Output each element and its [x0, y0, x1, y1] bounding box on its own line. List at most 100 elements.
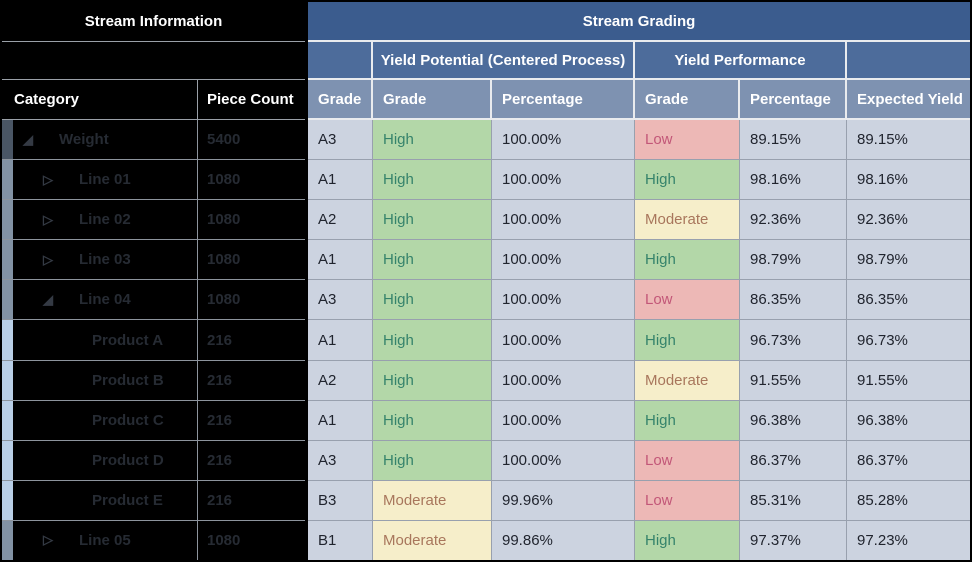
- yield-performance-percentage-cell: 97.37%: [740, 520, 847, 560]
- tree-row-product-d[interactable]: Product D 216: [2, 440, 305, 481]
- piece-count-value: 5400: [207, 131, 241, 149]
- stream-information-title: Stream Information: [2, 2, 305, 42]
- row-level-indicator: [2, 360, 13, 400]
- category-cell: Product B: [13, 360, 198, 400]
- table-row: B3 Moderate 99.96% Low 85.31% 85.28%: [308, 480, 970, 521]
- yield-performance-percentage-cell: 86.37%: [740, 440, 847, 480]
- tree-row-line-04[interactable]: ◢ Line 04 1080: [2, 280, 305, 321]
- yield-performance-grade-cell: High: [635, 400, 740, 440]
- tree-toggle-collapsed-icon[interactable]: ▷: [43, 211, 53, 227]
- yield-performance-grade-cell: High: [635, 240, 740, 280]
- table-row: A2 High 100.00% Moderate 91.55% 91.55%: [308, 360, 970, 401]
- category-column-header: Category: [2, 80, 198, 119]
- yield-potential-percentage-cell: 100.00%: [492, 160, 635, 200]
- yield-potential-percentage-cell: 100.00%: [492, 200, 635, 240]
- table-row: A3 High 100.00% Low 89.15% 89.15%: [308, 120, 970, 161]
- row-level-indicator: [2, 520, 13, 560]
- expected-yield-cell: 86.37%: [847, 440, 970, 480]
- category-cell: ▷ Line 02: [13, 200, 198, 240]
- yield-potential-grade-cell: High: [373, 120, 492, 160]
- piece-count-value: 1080: [207, 291, 241, 309]
- yield-performance-grade-cell: High: [635, 520, 740, 560]
- table-row: A1 High 100.00% High 96.38% 96.38%: [308, 400, 970, 441]
- grade-cell: A1: [308, 160, 373, 200]
- yield-potential-percentage-column-header: Percentage: [492, 80, 635, 118]
- tree-toggle-collapsed-icon[interactable]: ▷: [43, 171, 53, 187]
- yield-potential-percentage-cell: 100.00%: [492, 280, 635, 320]
- yield-performance-percentage-cell: 91.55%: [740, 360, 847, 400]
- row-level-indicator: [2, 240, 13, 280]
- yield-performance-grade-cell: Low: [635, 280, 740, 320]
- yield-performance-percentage-cell: 98.79%: [740, 240, 847, 280]
- table-row: A3 High 100.00% Low 86.37% 86.37%: [308, 440, 970, 481]
- tree-row-product-e[interactable]: Product E 216: [2, 480, 305, 521]
- expected-yield-cell: 91.55%: [847, 360, 970, 400]
- tree-row-product-b[interactable]: Product B 216: [2, 360, 305, 401]
- yield-potential-grade-cell: High: [373, 320, 492, 360]
- tree-row-product-c[interactable]: Product C 216: [2, 400, 305, 441]
- row-level-indicator: [2, 120, 13, 160]
- tree-row-weight[interactable]: ◢ Weight 5400: [2, 120, 305, 161]
- tree-row-line-02[interactable]: ▷ Line 02 1080: [2, 200, 305, 241]
- stream-grading-column-headers: Grade Grade Percentage Grade Percentage …: [308, 80, 970, 120]
- yield-potential-grade-cell: High: [373, 280, 492, 320]
- stream-information-subheader-spacer: [2, 42, 305, 80]
- yield-performance-percentage-cell: 92.36%: [740, 200, 847, 240]
- category-cell: Product A: [13, 320, 198, 360]
- expected-yield-cell: 89.15%: [847, 120, 970, 160]
- category-cell: ▷ Line 03: [13, 240, 198, 280]
- category-cell: ▷ Line 01: [13, 160, 198, 200]
- tree-row-line-05[interactable]: ▷ Line 05 1080: [2, 520, 305, 560]
- yield-potential-percentage-cell: 100.00%: [492, 120, 635, 160]
- category-label: Product A: [92, 331, 164, 349]
- yield-potential-grade-cell: High: [373, 360, 492, 400]
- yield-performance-percentage-column-header: Percentage: [740, 80, 847, 118]
- yield-performance-grade-cell: Low: [635, 120, 740, 160]
- yield-performance-grade-column-header: Grade: [635, 80, 740, 118]
- yield-performance-grade-cell: Low: [635, 480, 740, 520]
- category-label: Line 02: [79, 211, 131, 229]
- category-cell: ▷ Line 05: [13, 520, 198, 560]
- yield-performance-grade-cell: Moderate: [635, 200, 740, 240]
- tree-row-product-a[interactable]: Product A 216: [2, 320, 305, 361]
- stream-information-column-headers: Category Piece Count: [2, 80, 305, 120]
- yield-potential-percentage-cell: 100.00%: [492, 360, 635, 400]
- tree-row-line-01[interactable]: ▷ Line 01 1080: [2, 160, 305, 201]
- yield-performance-group-header: Yield Performance: [635, 42, 847, 78]
- piece-count-value: 216: [207, 451, 233, 469]
- tree-row-line-03[interactable]: ▷ Line 03 1080: [2, 240, 305, 281]
- category-label: Line 05: [79, 531, 131, 549]
- yield-performance-percentage-cell: 96.38%: [740, 400, 847, 440]
- grade-cell: A3: [308, 440, 373, 480]
- yield-performance-grade-cell: Moderate: [635, 360, 740, 400]
- yield-potential-grade-cell: Moderate: [373, 520, 492, 560]
- expected-yield-cell: 86.35%: [847, 280, 970, 320]
- piece-count-value: 1080: [207, 171, 241, 189]
- expected-yield-cell: 96.38%: [847, 400, 970, 440]
- group-header-spacer-right: [847, 42, 970, 78]
- yield-potential-percentage-cell: 99.86%: [492, 520, 635, 560]
- category-cell: ◢ Line 04: [13, 280, 198, 320]
- yield-potential-grade-cell: High: [373, 240, 492, 280]
- tree-toggle-collapsed-icon[interactable]: ▷: [43, 532, 53, 548]
- piece-count-value: 216: [207, 371, 233, 389]
- expected-yield-cell: 85.28%: [847, 480, 970, 520]
- tree-toggle-expanded-icon[interactable]: ◢: [43, 291, 53, 307]
- yield-potential-grade-cell: High: [373, 200, 492, 240]
- category-label: Product C: [92, 411, 164, 429]
- category-label: Line 01: [79, 171, 131, 189]
- row-level-indicator: [2, 440, 13, 480]
- stream-grading-title: Stream Grading: [308, 2, 970, 42]
- tree-toggle-expanded-icon[interactable]: ◢: [23, 131, 33, 147]
- table-row: A1 High 100.00% High 98.79% 98.79%: [308, 240, 970, 281]
- piece-count-column-header: Piece Count: [207, 91, 294, 108]
- row-level-indicator: [2, 200, 13, 240]
- yield-potential-grade-column-header: Grade: [373, 80, 492, 118]
- grade-cell: A2: [308, 200, 373, 240]
- category-label: Line 03: [79, 251, 131, 269]
- piece-count-value: 216: [207, 411, 233, 429]
- yield-performance-grade-cell: High: [635, 320, 740, 360]
- tree-toggle-collapsed-icon[interactable]: ▷: [43, 251, 53, 267]
- row-level-indicator: [2, 160, 13, 200]
